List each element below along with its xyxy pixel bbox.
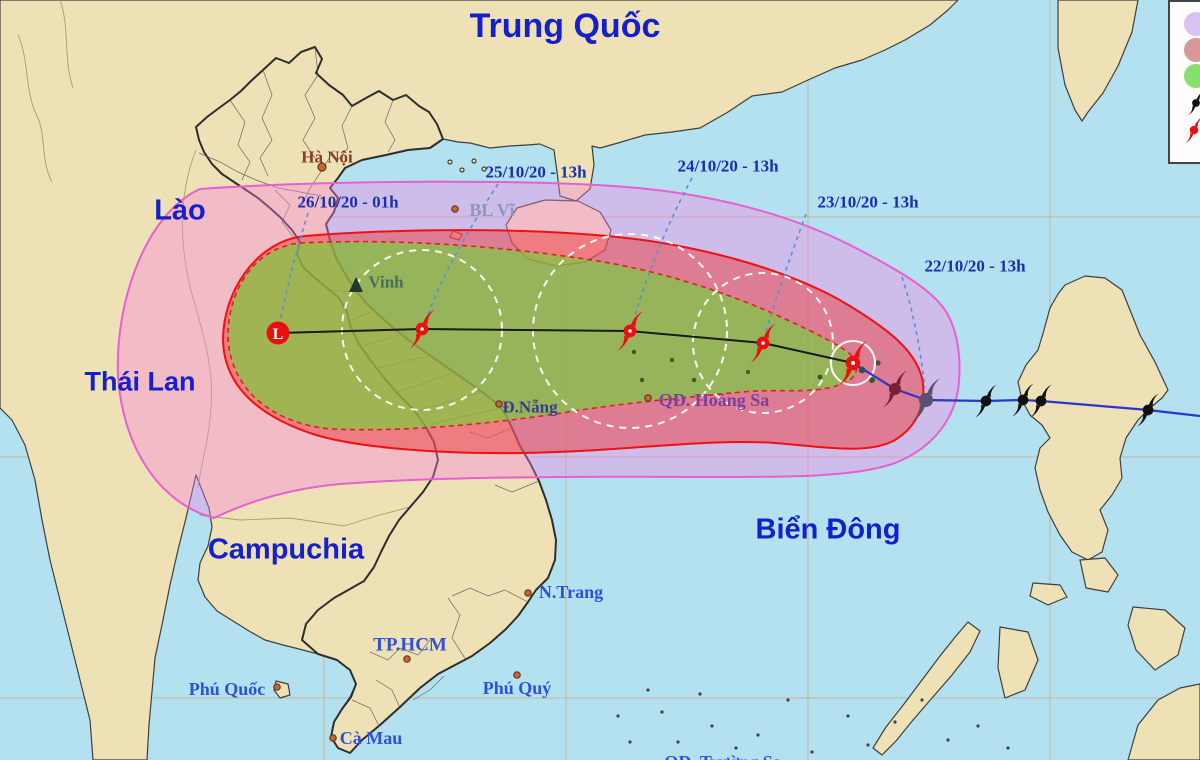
sea-label-east-sea: Biển Đông <box>755 513 901 546</box>
city-marker-vinh <box>349 277 363 292</box>
low-pressure-marker: L <box>266 321 290 345</box>
city-label-phu-quy: Phú Quý <box>482 678 552 698</box>
date-label-22-10: 22/10/20 - 13h <box>924 256 1026 276</box>
truong-sa-islet-specks <box>616 688 1010 754</box>
hoang-sa-islet-specks <box>631 349 881 383</box>
country-borders-thin <box>17 0 411 527</box>
island-palawan <box>872 621 981 756</box>
forecast-storm-symbols <box>409 309 868 386</box>
city-marker-phu-quoc <box>273 683 281 691</box>
track-probability-cone <box>227 240 858 431</box>
islands-label-hoang-sa: QĐ. Hoàng Sa <box>658 390 770 410</box>
city-marker-ca-mau <box>329 734 337 742</box>
island-luzon <box>1017 275 1169 561</box>
date-label-24-10: 24/10/20 - 13h <box>677 156 779 176</box>
city-marker-nha-trang <box>524 589 532 597</box>
city-label-tphcm: TP.HCM <box>373 634 447 656</box>
city-label-hanoi: Hà Nội <box>301 147 353 167</box>
city-label-bach-long-vi: BL Vĩ <box>469 200 515 220</box>
date-label-26-10: 26/10/20 - 01h <box>297 192 399 212</box>
date-label-25-10: 25/10/20 - 13h <box>485 162 587 182</box>
city-marker-hoang-sa <box>644 394 652 402</box>
region-label-china: Trung Quốc <box>469 7 661 45</box>
city-marker-phu-quy <box>513 671 521 679</box>
city-label-nha-trang: N.Trang <box>538 582 604 602</box>
city-markers <box>273 162 652 742</box>
date-label-23-10: 23/10/20 - 13h <box>817 192 919 212</box>
region-label-thailand: Thái Lan <box>84 366 196 397</box>
legend-strong-wind-swatch <box>1184 38 1200 62</box>
city-marker-hanoi <box>317 162 327 172</box>
island-taiwan <box>1057 0 1139 122</box>
city-marker-tphcm <box>403 655 411 663</box>
city-label-danang: Đ.Nẵng <box>502 397 558 417</box>
city-marker-bach-long-vi <box>451 205 459 213</box>
low-pressure-symbol: L <box>273 326 284 343</box>
region-label-cambodia: Campuchia <box>207 533 365 566</box>
city-marker-danang <box>495 400 503 408</box>
legend-outer-cone-swatch <box>1184 12 1200 36</box>
islands-label-truong-sa: QĐ. Trường Sa <box>664 753 782 760</box>
legend <box>1168 0 1200 164</box>
legend-track-cone-swatch <box>1184 64 1200 88</box>
city-label-ca-mau: Cà Mau <box>339 728 403 748</box>
city-label-phu-quoc: Phú Quốc <box>188 679 266 699</box>
region-label-laos: Lào <box>154 194 206 227</box>
date-label-connectors <box>279 177 926 389</box>
city-label-vinh: Vinh <box>368 272 404 292</box>
